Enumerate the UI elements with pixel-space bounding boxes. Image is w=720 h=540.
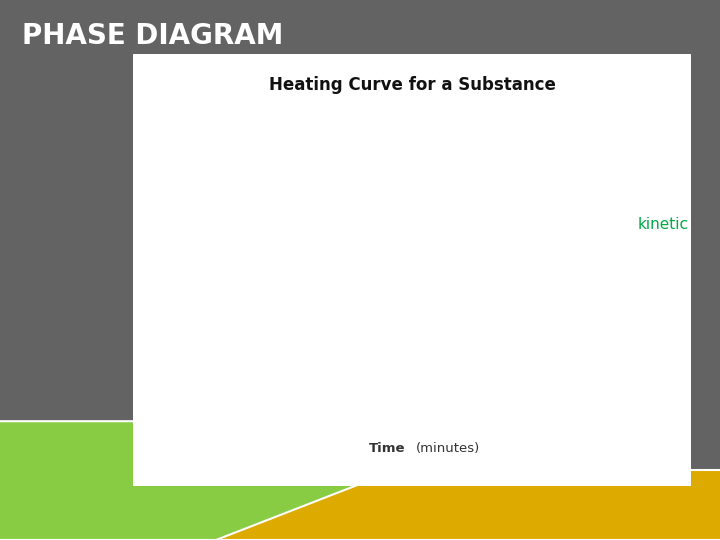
Text: Heating Curve for a Substance: Heating Curve for a Substance [269, 77, 556, 94]
Text: kinetic: kinetic [637, 217, 688, 232]
Text: Time: Time [369, 442, 405, 455]
Text: kinetic: kinetic [214, 368, 342, 383]
Text: potential: potential [264, 317, 342, 355]
Y-axis label: Temperature (°C): Temperature (°C) [156, 212, 168, 320]
Text: kinetic: kinetic [516, 217, 567, 232]
Text: potential: potential [471, 202, 595, 224]
Text: kinetic: kinetic [370, 298, 477, 313]
Text: (minutes): (minutes) [416, 442, 480, 455]
Text: PHASE DIAGRAM: PHASE DIAGRAM [22, 22, 283, 50]
